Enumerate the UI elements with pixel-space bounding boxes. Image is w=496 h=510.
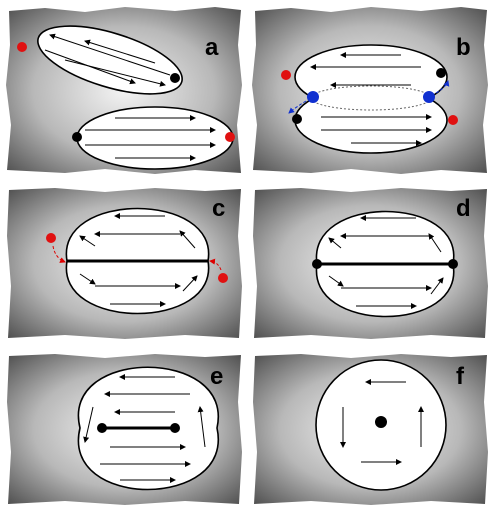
panel-a: a xyxy=(6,7,242,174)
panel-label: a xyxy=(205,34,219,61)
panel-b: b xyxy=(252,7,488,174)
panel-c: c xyxy=(7,188,242,339)
panel-e: e xyxy=(7,354,242,505)
panel-label: c xyxy=(212,195,225,222)
panel-f: f xyxy=(253,354,488,505)
panel-label: d xyxy=(456,195,471,222)
panel-label: f xyxy=(456,363,465,390)
panel-d: d xyxy=(253,188,488,339)
panel-label: e xyxy=(210,363,223,390)
figure: a b c xyxy=(0,0,496,510)
panel-label: b xyxy=(456,34,471,61)
